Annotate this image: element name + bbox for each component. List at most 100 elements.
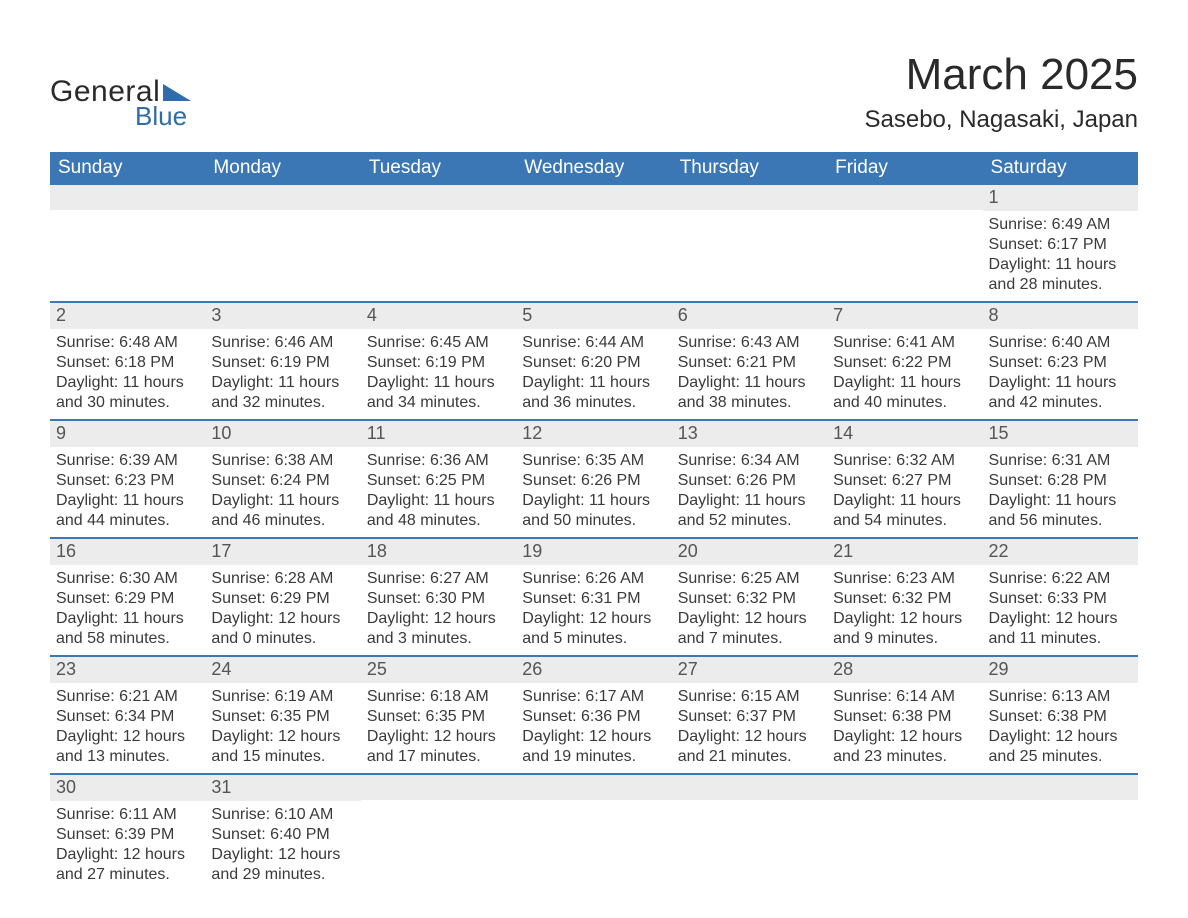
day-number: 2 xyxy=(50,303,205,329)
calendar-row: 16Sunrise: 6:30 AMSunset: 6:29 PMDayligh… xyxy=(50,538,1138,656)
sunset-line: Sunset: 6:24 PM xyxy=(211,471,354,491)
calendar-cell: 15Sunrise: 6:31 AMSunset: 6:28 PMDayligh… xyxy=(983,420,1138,538)
sunrise-line: Sunrise: 6:39 AM xyxy=(56,451,199,471)
day-number: 7 xyxy=(827,303,982,329)
sunrise-line: Sunrise: 6:15 AM xyxy=(678,687,821,707)
daylight-line2: and 3 minutes. xyxy=(367,629,510,649)
sunrise-line: Sunrise: 6:21 AM xyxy=(56,687,199,707)
calendar-cell: 25Sunrise: 6:18 AMSunset: 6:35 PMDayligh… xyxy=(361,656,516,774)
day-number: 29 xyxy=(983,657,1138,683)
daylight-line1: Daylight: 12 hours xyxy=(367,609,510,629)
daylight-line1: Daylight: 11 hours xyxy=(56,609,199,629)
day-number xyxy=(672,775,827,800)
daylight-line1: Daylight: 11 hours xyxy=(522,491,665,511)
logo-line2: Blue xyxy=(135,101,191,132)
sunset-line: Sunset: 6:19 PM xyxy=(211,353,354,373)
sunset-line: Sunset: 6:21 PM xyxy=(678,353,821,373)
day-number: 4 xyxy=(361,303,516,329)
calendar-table: SundayMondayTuesdayWednesdayThursdayFrid… xyxy=(50,152,1138,891)
calendar-row: 9Sunrise: 6:39 AMSunset: 6:23 PMDaylight… xyxy=(50,420,1138,538)
sunrise-line: Sunrise: 6:18 AM xyxy=(367,687,510,707)
sunset-line: Sunset: 6:38 PM xyxy=(989,707,1132,727)
daylight-line1: Daylight: 11 hours xyxy=(989,255,1132,275)
calendar-cell: 5Sunrise: 6:44 AMSunset: 6:20 PMDaylight… xyxy=(516,302,671,420)
day-number xyxy=(983,775,1138,800)
calendar-cell: 16Sunrise: 6:30 AMSunset: 6:29 PMDayligh… xyxy=(50,538,205,656)
day-details: Sunrise: 6:43 AMSunset: 6:21 PMDaylight:… xyxy=(672,329,827,419)
calendar-cell: 19Sunrise: 6:26 AMSunset: 6:31 PMDayligh… xyxy=(516,538,671,656)
daylight-line2: and 34 minutes. xyxy=(367,393,510,413)
daylight-line2: and 56 minutes. xyxy=(989,511,1132,531)
sunrise-line: Sunrise: 6:14 AM xyxy=(833,687,976,707)
day-details: Sunrise: 6:31 AMSunset: 6:28 PMDaylight:… xyxy=(983,447,1138,537)
sunrise-line: Sunrise: 6:41 AM xyxy=(833,333,976,353)
day-details: Sunrise: 6:40 AMSunset: 6:23 PMDaylight:… xyxy=(983,329,1138,419)
calendar-cell: 31Sunrise: 6:10 AMSunset: 6:40 PMDayligh… xyxy=(205,774,360,891)
daylight-line2: and 48 minutes. xyxy=(367,511,510,531)
daylight-line1: Daylight: 12 hours xyxy=(989,727,1132,747)
calendar-cell: 21Sunrise: 6:23 AMSunset: 6:32 PMDayligh… xyxy=(827,538,982,656)
daylight-line2: and 17 minutes. xyxy=(367,747,510,767)
sunset-line: Sunset: 6:35 PM xyxy=(367,707,510,727)
sunset-line: Sunset: 6:36 PM xyxy=(522,707,665,727)
calendar-cell-empty xyxy=(516,185,671,302)
page-subtitle: Sasebo, Nagasaki, Japan xyxy=(864,106,1138,134)
daylight-line2: and 13 minutes. xyxy=(56,747,199,767)
calendar-cell: 12Sunrise: 6:35 AMSunset: 6:26 PMDayligh… xyxy=(516,420,671,538)
daylight-line1: Daylight: 11 hours xyxy=(678,373,821,393)
sunrise-line: Sunrise: 6:46 AM xyxy=(211,333,354,353)
day-number xyxy=(827,185,982,210)
daylight-line1: Daylight: 11 hours xyxy=(833,373,976,393)
day-number: 3 xyxy=(205,303,360,329)
daylight-line2: and 44 minutes. xyxy=(56,511,199,531)
daylight-line1: Daylight: 12 hours xyxy=(522,609,665,629)
calendar-cell: 6Sunrise: 6:43 AMSunset: 6:21 PMDaylight… xyxy=(672,302,827,420)
day-number: 12 xyxy=(516,421,671,447)
day-number: 23 xyxy=(50,657,205,683)
calendar-cell: 20Sunrise: 6:25 AMSunset: 6:32 PMDayligh… xyxy=(672,538,827,656)
sunset-line: Sunset: 6:33 PM xyxy=(989,589,1132,609)
day-number xyxy=(361,185,516,210)
sunrise-line: Sunrise: 6:23 AM xyxy=(833,569,976,589)
sunset-line: Sunset: 6:40 PM xyxy=(211,825,354,845)
daylight-line1: Daylight: 11 hours xyxy=(211,491,354,511)
sunrise-line: Sunrise: 6:11 AM xyxy=(56,805,199,825)
sunrise-line: Sunrise: 6:31 AM xyxy=(989,451,1132,471)
calendar-row: 23Sunrise: 6:21 AMSunset: 6:34 PMDayligh… xyxy=(50,656,1138,774)
calendar-cell-empty xyxy=(361,774,516,891)
day-number xyxy=(516,775,671,800)
sunset-line: Sunset: 6:19 PM xyxy=(367,353,510,373)
day-number xyxy=(361,775,516,800)
daylight-line2: and 58 minutes. xyxy=(56,629,199,649)
day-number: 22 xyxy=(983,539,1138,565)
day-number: 17 xyxy=(205,539,360,565)
day-details: Sunrise: 6:23 AMSunset: 6:32 PMDaylight:… xyxy=(827,565,982,655)
sunrise-line: Sunrise: 6:40 AM xyxy=(989,333,1132,353)
sunset-line: Sunset: 6:39 PM xyxy=(56,825,199,845)
day-details: Sunrise: 6:14 AMSunset: 6:38 PMDaylight:… xyxy=(827,683,982,773)
daylight-line1: Daylight: 12 hours xyxy=(367,727,510,747)
sunrise-line: Sunrise: 6:36 AM xyxy=(367,451,510,471)
day-number: 6 xyxy=(672,303,827,329)
day-number: 11 xyxy=(361,421,516,447)
sunrise-line: Sunrise: 6:25 AM xyxy=(678,569,821,589)
daylight-line1: Daylight: 11 hours xyxy=(989,491,1132,511)
day-details: Sunrise: 6:49 AMSunset: 6:17 PMDaylight:… xyxy=(983,211,1138,301)
day-number: 26 xyxy=(516,657,671,683)
daylight-line1: Daylight: 12 hours xyxy=(833,727,976,747)
day-number: 21 xyxy=(827,539,982,565)
sunset-line: Sunset: 6:29 PM xyxy=(211,589,354,609)
daylight-line2: and 52 minutes. xyxy=(678,511,821,531)
sunrise-line: Sunrise: 6:45 AM xyxy=(367,333,510,353)
title-block: March 2025 Sasebo, Nagasaki, Japan xyxy=(864,50,1138,134)
sunset-line: Sunset: 6:22 PM xyxy=(833,353,976,373)
day-number: 16 xyxy=(50,539,205,565)
day-number: 1 xyxy=(983,185,1138,211)
daylight-line1: Daylight: 11 hours xyxy=(367,491,510,511)
calendar-cell: 10Sunrise: 6:38 AMSunset: 6:24 PMDayligh… xyxy=(205,420,360,538)
sunrise-line: Sunrise: 6:17 AM xyxy=(522,687,665,707)
calendar-cell: 17Sunrise: 6:28 AMSunset: 6:29 PMDayligh… xyxy=(205,538,360,656)
sunrise-line: Sunrise: 6:22 AM xyxy=(989,569,1132,589)
calendar-cell: 1Sunrise: 6:49 AMSunset: 6:17 PMDaylight… xyxy=(983,185,1138,302)
day-details: Sunrise: 6:32 AMSunset: 6:27 PMDaylight:… xyxy=(827,447,982,537)
